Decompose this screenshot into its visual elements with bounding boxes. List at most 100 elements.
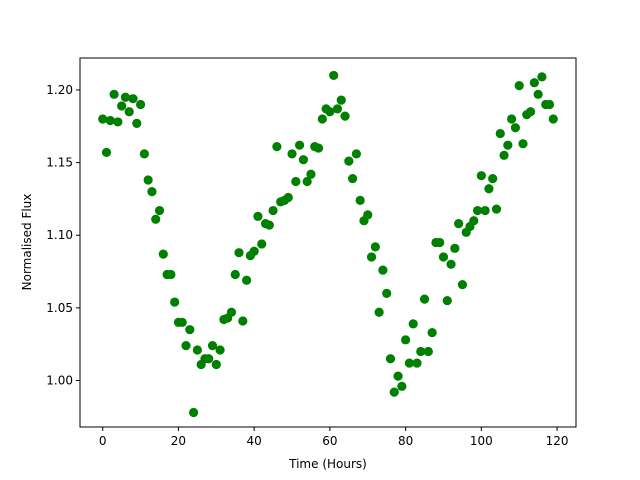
data-point [480, 205, 490, 216]
data-point [435, 237, 445, 248]
data-point [147, 187, 157, 197]
data-point [340, 111, 350, 121]
x-tick-label: 20 [171, 434, 186, 448]
data-point [412, 358, 422, 368]
data-point [230, 269, 240, 280]
data-point [177, 317, 187, 327]
y-axis-label: Normalised Flux [20, 194, 34, 291]
data-point [298, 155, 308, 165]
data-point [370, 242, 380, 252]
data-point [499, 150, 509, 160]
data-point [166, 269, 176, 280]
data-point [423, 346, 433, 357]
data-point [302, 176, 312, 187]
data-point [132, 118, 142, 128]
data-point [529, 78, 539, 88]
data-point [272, 142, 282, 152]
x-tick-label: 0 [99, 434, 107, 448]
y-tick-label: 1.20 [46, 83, 73, 97]
data-point [253, 211, 263, 221]
y-tick-label: 1.10 [46, 228, 73, 242]
data-point [291, 176, 301, 187]
data-point [192, 345, 202, 355]
data-point [226, 307, 237, 317]
data-point [389, 387, 399, 397]
data-point [128, 94, 138, 104]
data-point [378, 265, 388, 275]
data-point [151, 214, 161, 224]
data-point [355, 195, 365, 205]
data-point [215, 345, 225, 355]
data-point [348, 173, 358, 184]
data-point [101, 147, 112, 158]
data-point [124, 107, 134, 117]
data-point [416, 346, 426, 357]
data-point [204, 354, 214, 364]
plot-frame [79, 57, 577, 428]
data-point [188, 407, 199, 418]
data-point [427, 327, 437, 338]
data-point [143, 175, 153, 185]
data-point [325, 107, 335, 117]
data-point [317, 114, 327, 124]
data-point [507, 114, 517, 124]
data-point [419, 294, 430, 304]
data-point [503, 140, 513, 150]
data-point [548, 114, 558, 124]
data-point [283, 192, 293, 203]
data-point [518, 139, 528, 149]
data-point [113, 117, 123, 127]
data-point [185, 325, 195, 335]
data-point [158, 249, 168, 259]
x-axis-ticks: 0 20 40 60 80 100 120 [99, 427, 569, 448]
data-point [544, 99, 555, 110]
data-point [537, 72, 547, 82]
data-point [105, 115, 115, 126]
data-point [139, 149, 149, 159]
data-point [488, 173, 498, 184]
data-point [313, 143, 324, 153]
data-point [249, 246, 259, 256]
data-point [363, 210, 373, 220]
data-point [382, 288, 392, 298]
data-point [170, 297, 180, 307]
data-point [344, 156, 354, 166]
data-point [469, 216, 479, 226]
data-point [374, 307, 384, 317]
x-tick-label: 100 [470, 434, 493, 448]
x-tick-label: 60 [322, 434, 337, 448]
y-tick-label: 1.15 [46, 156, 73, 170]
data-point [336, 95, 346, 105]
data-point [287, 149, 297, 159]
data-point [257, 239, 267, 249]
data-point [510, 123, 521, 133]
data-point [366, 252, 377, 262]
x-axis-label: Time (Hours) [288, 457, 367, 471]
data-point [306, 169, 316, 179]
data-point [393, 371, 403, 381]
data-point [181, 341, 191, 351]
data-point [476, 171, 486, 181]
data-point [397, 381, 407, 391]
data-point [438, 252, 449, 262]
data-point [234, 248, 244, 258]
data-point [268, 205, 278, 216]
data-point [120, 92, 131, 102]
data-point [332, 104, 343, 114]
data-point [457, 280, 468, 290]
data-point [484, 184, 494, 194]
data-point [450, 243, 460, 253]
y-axis-ticks: 1.00 1.05 1.10 1.15 1.20 [46, 83, 80, 388]
data-point [238, 316, 248, 326]
data-point [404, 358, 414, 368]
data-point [408, 319, 418, 329]
data-point [117, 101, 127, 111]
data-point [525, 107, 536, 117]
data-point [109, 89, 119, 99]
data-point [135, 99, 146, 110]
data-point [491, 204, 502, 214]
data-point [98, 114, 108, 124]
data-point [442, 296, 452, 306]
data-point [211, 359, 221, 370]
